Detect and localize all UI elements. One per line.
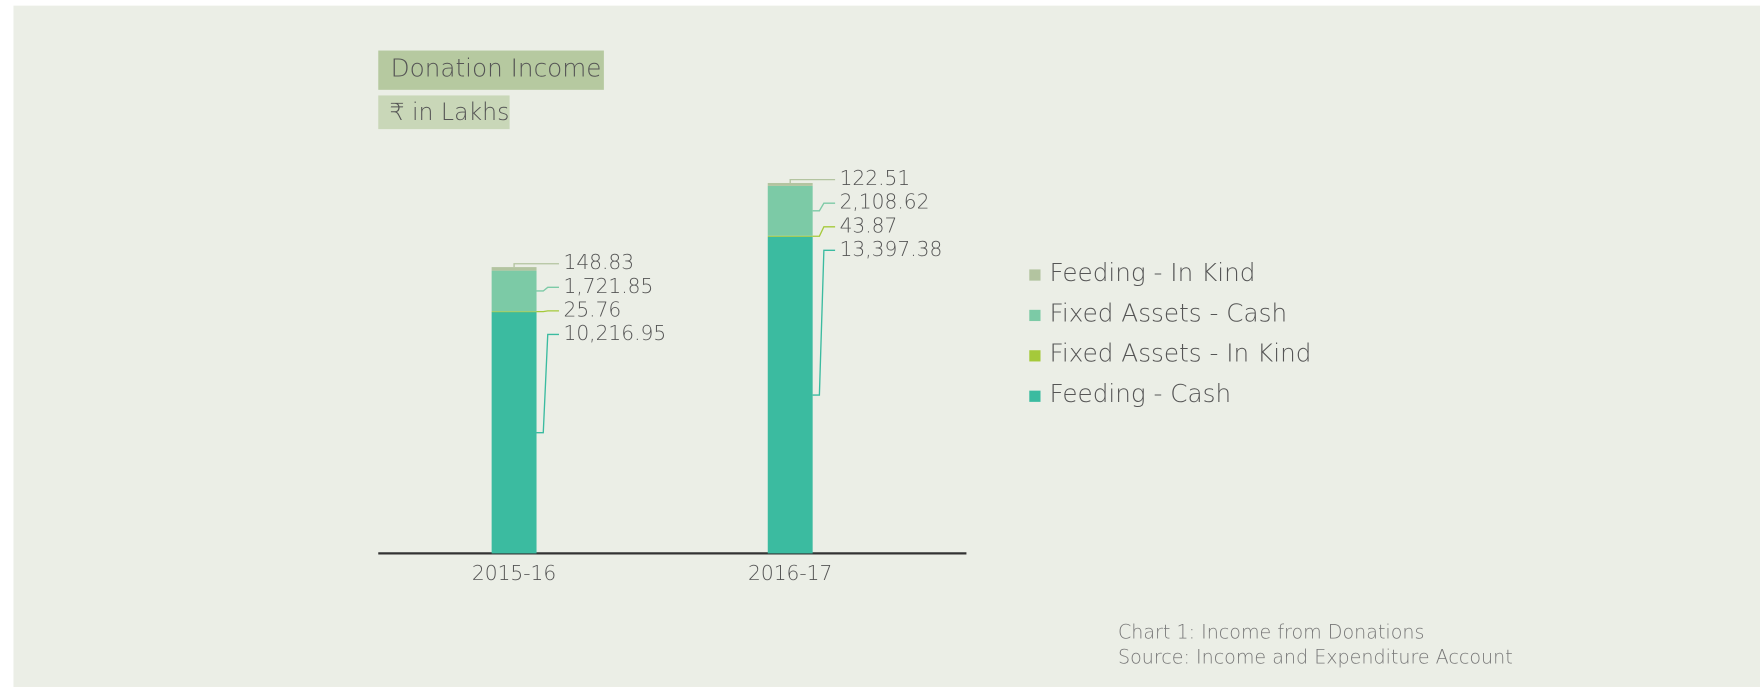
leader-line [536,286,559,292]
legend-label: Fixed Assets - In Kind [1049,339,1311,368]
data-label: 2,108.62 [840,190,930,214]
data-label: 122.51 [840,166,911,190]
data-label: 10,216.95 [563,321,666,345]
x-tick-label: 2015-16 [472,561,556,585]
leader-line [789,178,836,183]
background [13,5,1760,687]
data-label: 43.87 [840,213,898,237]
bar-segment [491,267,537,271]
legend-label: Fixed Assets - Cash [1049,298,1287,327]
leader-line [536,333,559,434]
bar-segment [767,185,813,236]
bar-segment [491,270,537,312]
source: Source: Income and Expenditure Account [1118,646,1513,668]
data-label: 13,397.38 [840,237,943,261]
legend-label: Feeding - In Kind [1049,258,1255,287]
bar-segment [767,236,813,554]
leader-line [812,249,836,396]
chart-title: Donation Income [391,54,602,83]
subtitle-box [378,95,510,130]
legend-label: Feeding - Cash [1049,379,1231,408]
legend-swatch [1029,390,1041,402]
bar-segment [491,311,537,554]
legend-swatch [1029,350,1041,362]
bar-segment [767,235,813,237]
leader-line [536,310,559,313]
x-tick-label: 2016-17 [748,561,832,585]
leader-line [812,226,836,237]
chart-subtitle: ₹ in Lakhs [389,98,509,126]
leader-line [812,202,836,212]
leader-line [513,263,559,268]
caption: Chart 1: Income from Donations [1118,622,1424,644]
legend-swatch [1029,309,1041,322]
bar-segment [767,182,813,186]
data-label: 148.83 [563,250,634,274]
data-label: 25.76 [563,297,621,321]
title-box [378,50,604,90]
legend-swatch [1029,269,1041,281]
bar-segment [491,311,537,313]
data-label: 1,721.85 [563,274,653,298]
